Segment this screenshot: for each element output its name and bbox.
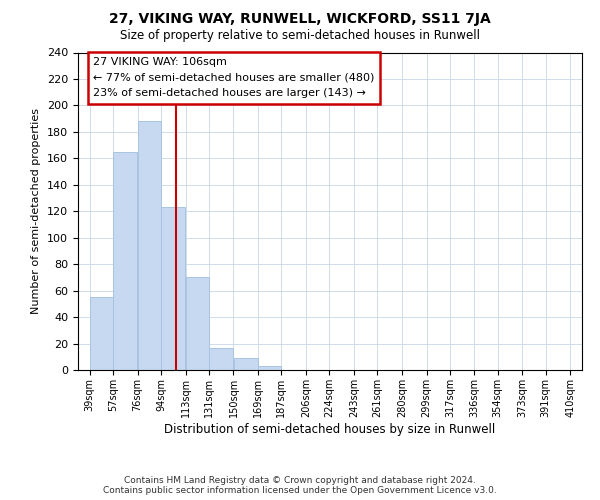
X-axis label: Distribution of semi-detached houses by size in Runwell: Distribution of semi-detached houses by …: [164, 422, 496, 436]
Bar: [234, 358, 258, 370]
Bar: [259, 366, 281, 370]
Bar: [161, 208, 185, 370]
Text: Contains HM Land Registry data © Crown copyright and database right 2024.: Contains HM Land Registry data © Crown c…: [124, 476, 476, 485]
Text: 27 VIKING WAY: 106sqm
← 77% of semi-detached houses are smaller (480)
23% of sem: 27 VIKING WAY: 106sqm ← 77% of semi-deta…: [93, 58, 374, 98]
Bar: [209, 348, 233, 370]
Bar: [138, 122, 161, 370]
Text: Size of property relative to semi-detached houses in Runwell: Size of property relative to semi-detach…: [120, 29, 480, 42]
Bar: [90, 297, 113, 370]
Text: 27, VIKING WAY, RUNWELL, WICKFORD, SS11 7JA: 27, VIKING WAY, RUNWELL, WICKFORD, SS11 …: [109, 12, 491, 26]
Text: Contains public sector information licensed under the Open Government Licence v3: Contains public sector information licen…: [103, 486, 497, 495]
Y-axis label: Number of semi-detached properties: Number of semi-detached properties: [31, 108, 41, 314]
Bar: [113, 152, 137, 370]
Bar: [186, 278, 209, 370]
